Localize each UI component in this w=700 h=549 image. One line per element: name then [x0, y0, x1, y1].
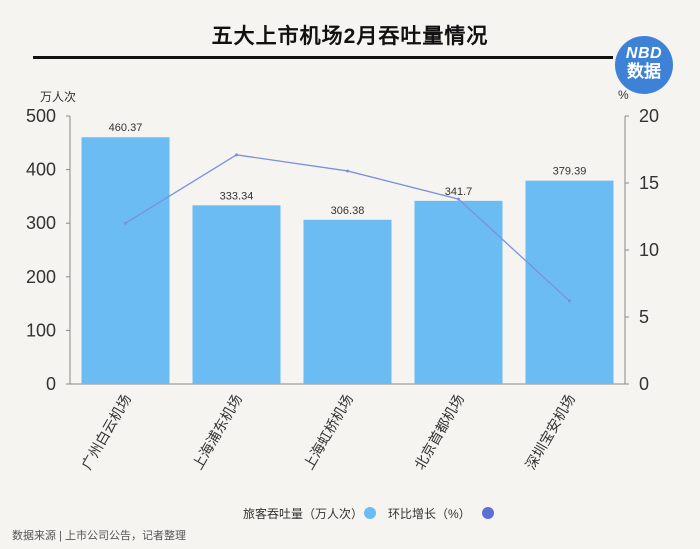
growth-point	[457, 197, 460, 201]
growth-point	[568, 299, 571, 303]
bar	[192, 205, 281, 384]
legend-label-bars: 旅客吞吐量（万人次）	[243, 507, 364, 521]
x-axis-category-label: 上海虹桥机场	[300, 392, 356, 473]
bar-value-label: 379.39	[553, 166, 587, 178]
growth-point	[124, 221, 127, 225]
bar-value-label: 341.7	[445, 186, 473, 198]
x-axis-category-label: 上海浦东机场	[189, 392, 245, 473]
bar-value-label: 306.38	[331, 205, 365, 217]
right-axis-tick-label: 5	[639, 307, 649, 327]
right-axis-tick-label: 10	[639, 240, 659, 260]
legend-swatch-line	[482, 507, 494, 519]
bar	[414, 200, 503, 384]
logo-line1: NBD	[625, 45, 663, 62]
growth-point	[346, 169, 349, 173]
right-axis-unit: %	[618, 88, 629, 102]
left-axis-tick-label: 200	[26, 267, 56, 287]
page-title: 五大上市机场2月吞吐量情况	[211, 25, 489, 48]
right-axis-tick-label: 0	[639, 374, 649, 394]
left-axis-tick-label: 0	[46, 374, 56, 394]
left-axis-tick-label: 300	[26, 213, 56, 233]
legend-label-line: 环比增长（%）	[388, 507, 471, 521]
bar-value-label: 460.37	[109, 122, 143, 134]
data-source: 数据来源 | 上市公司公告，记者整理	[12, 530, 186, 542]
growth-point	[235, 153, 238, 157]
x-axis-category-label: 广州白云机场	[78, 392, 134, 473]
left-axis-unit: 万人次	[40, 90, 77, 104]
bar	[81, 137, 170, 384]
logo-line2: 数据	[627, 62, 661, 81]
right-axis-tick-label: 15	[639, 173, 659, 193]
title-divider	[33, 56, 613, 59]
legend-swatch-bars	[364, 507, 376, 519]
bar-value-label: 333.34	[220, 190, 254, 202]
bar	[525, 180, 614, 384]
bar-line-chart: 0 100 200 300 400 500 0 5 10 15 20 460.37 广州白云机场 333.…	[26, 106, 659, 473]
x-axis-category-label: 深圳宝安机场	[522, 392, 578, 473]
x-axis-category-label: 北京首都机场	[411, 392, 467, 473]
left-axis-tick-label: 500	[26, 106, 56, 126]
left-axis-tick-label: 400	[26, 160, 56, 180]
nbd-logo: NBD 数据	[615, 36, 673, 94]
right-axis-tick-label: 20	[639, 106, 659, 126]
bar	[303, 219, 392, 384]
left-axis-tick-label: 100	[26, 320, 56, 340]
